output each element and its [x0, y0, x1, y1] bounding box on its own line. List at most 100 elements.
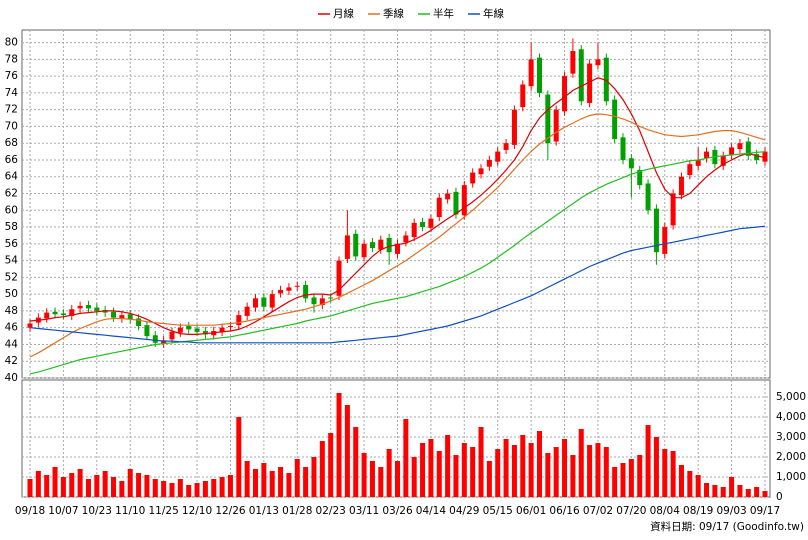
volume-bar — [311, 457, 317, 497]
candle-body — [303, 284, 309, 299]
volume-bar — [85, 479, 91, 497]
y-tick-label: 78 — [5, 53, 18, 65]
y-tick-label: 44 — [5, 338, 19, 350]
candle-body — [511, 109, 517, 145]
volume-bar — [169, 483, 175, 497]
candle-body — [536, 57, 542, 93]
volume-bar — [227, 475, 233, 497]
candle-body — [486, 159, 492, 167]
y-tick-label: 56 — [5, 238, 19, 250]
volume-bar — [678, 465, 684, 497]
volume-bar — [119, 481, 125, 497]
volume-bar — [637, 455, 643, 497]
volume-bar — [511, 445, 517, 497]
volume-bar — [687, 471, 693, 497]
volume-bar — [69, 473, 75, 497]
volume-bar — [436, 451, 442, 497]
candle-body — [152, 335, 158, 343]
volume-bar — [420, 443, 426, 497]
volume-bar — [486, 461, 492, 497]
volume-bar — [52, 467, 58, 497]
candle-body — [136, 318, 142, 327]
candle-body — [754, 154, 760, 160]
x-tick-label: 08/19 — [683, 505, 713, 517]
candle-body — [294, 285, 300, 287]
candle-body — [737, 143, 743, 150]
volume-bar — [194, 483, 200, 497]
y-tick-label: 58 — [5, 221, 18, 233]
y-tick-label: 42 — [5, 355, 18, 367]
candle-body — [202, 331, 208, 335]
candle-body — [470, 172, 476, 184]
candle-body — [244, 306, 250, 316]
volume-bar — [102, 471, 108, 497]
candle-body — [278, 289, 284, 294]
legend-label: 半年 — [433, 7, 454, 20]
volume-bar — [670, 451, 676, 497]
y-tick-label: 46 — [5, 322, 19, 334]
volume-bar — [653, 437, 659, 497]
candle-body — [612, 99, 618, 140]
volume-bar — [44, 475, 50, 497]
candle-body — [144, 325, 150, 337]
x-tick-label: 01/13 — [249, 505, 279, 517]
candle-body — [94, 307, 100, 311]
candle-body — [570, 50, 576, 74]
candle-body — [453, 191, 459, 215]
y-tick-label: 52 — [5, 271, 18, 283]
candle-body — [620, 137, 626, 160]
candle-body — [637, 170, 643, 186]
candle-body — [253, 298, 259, 308]
volume-bar — [94, 475, 100, 497]
volume-bar — [720, 487, 726, 497]
candle-body — [428, 218, 434, 228]
volume-bar — [294, 459, 300, 497]
volume-bar — [77, 469, 83, 497]
data-date-note: 資料日期: 09/17 (Goodinfo.tw) — [650, 520, 804, 533]
candle-body — [662, 227, 668, 254]
candle-body — [361, 243, 367, 258]
volume-bar — [369, 461, 375, 497]
volume-bar — [704, 483, 710, 497]
x-tick-label: 09/17 — [750, 505, 780, 517]
candle-body — [762, 151, 768, 162]
volume-bar — [445, 435, 451, 497]
candle-body — [578, 49, 584, 102]
volume-bar — [478, 427, 484, 497]
candle-body — [587, 63, 593, 103]
y-tick-label: 68 — [5, 137, 18, 149]
y-tick-label: 54 — [5, 255, 19, 267]
x-tick-label: 10/07 — [48, 505, 78, 517]
volume-bar — [428, 439, 434, 497]
candle-body — [704, 151, 710, 159]
candle-body — [186, 326, 192, 330]
legend-label: 月線 — [333, 7, 354, 20]
price-frame — [21, 29, 771, 379]
y-tick-label: 64 — [5, 171, 19, 183]
volume-bar — [553, 447, 559, 497]
volume-bar — [403, 419, 409, 497]
ma-line — [29, 225, 766, 344]
y-tick-label: 72 — [5, 104, 18, 116]
volume-bar — [453, 455, 459, 497]
volume-bar — [136, 473, 142, 497]
volume-bar — [570, 455, 576, 497]
volume-bar — [595, 443, 601, 497]
candle-body — [503, 143, 509, 150]
candle-body — [60, 313, 66, 316]
x-tick-label: 12/26 — [215, 505, 246, 517]
volume-bar — [35, 471, 41, 497]
x-tick-label: 04/14 — [416, 505, 447, 517]
candle-body — [353, 233, 359, 257]
x-tick-label: 06/16 — [549, 505, 580, 517]
volume-bar — [470, 447, 476, 497]
candle-body — [411, 222, 417, 238]
x-tick-label: 07/02 — [583, 505, 613, 517]
volume-bar — [244, 461, 250, 497]
volume-bar — [111, 477, 117, 497]
candle-body — [194, 328, 200, 332]
x-tick-label: 09/18 — [15, 505, 45, 517]
volume-bar — [495, 449, 501, 497]
candle-body — [745, 141, 751, 156]
candle-body — [461, 185, 467, 216]
